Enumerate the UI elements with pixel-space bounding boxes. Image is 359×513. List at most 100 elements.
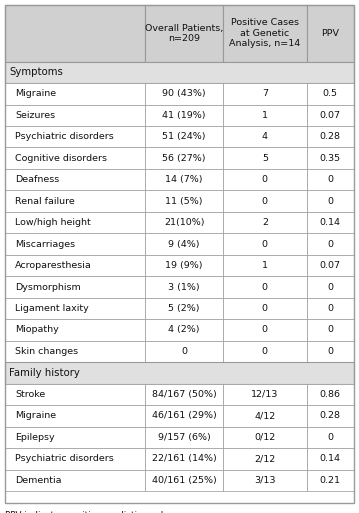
Bar [307, 469, 354, 491]
Text: PPV indicates positive predictive value.: PPV indicates positive predictive value. [5, 510, 177, 513]
Bar [307, 341, 354, 362]
Text: Overall Patients,
n=209: Overall Patients, n=209 [145, 24, 223, 43]
Text: 1: 1 [262, 111, 268, 120]
Bar [5, 469, 145, 491]
Text: Psychiatric disorders: Psychiatric disorders [15, 455, 114, 463]
Bar [5, 233, 145, 255]
Text: 0: 0 [327, 283, 333, 291]
Bar [223, 233, 307, 255]
Bar [5, 190, 145, 212]
Text: Deafness: Deafness [15, 175, 59, 184]
Text: 90 (43%): 90 (43%) [162, 89, 206, 98]
Bar [145, 147, 223, 169]
Text: 0.21: 0.21 [320, 476, 341, 485]
Bar [5, 147, 145, 169]
Text: 0: 0 [262, 196, 268, 206]
Text: PPV: PPV [321, 29, 339, 38]
Bar [223, 83, 307, 105]
Text: 9/157 (6%): 9/157 (6%) [158, 433, 211, 442]
Text: Dysmorphism: Dysmorphism [15, 283, 81, 291]
Bar [145, 169, 223, 190]
Bar [145, 341, 223, 362]
Bar [145, 5, 223, 62]
Text: Dementia: Dementia [15, 476, 61, 485]
Bar [223, 212, 307, 233]
Bar [223, 147, 307, 169]
Bar [5, 341, 145, 362]
Bar [145, 469, 223, 491]
Bar [145, 190, 223, 212]
Text: 0: 0 [181, 347, 187, 356]
Text: 4 (2%): 4 (2%) [168, 325, 200, 334]
Bar [223, 190, 307, 212]
Bar [307, 190, 354, 212]
Text: 0.14: 0.14 [320, 218, 341, 227]
Bar [5, 362, 354, 384]
Bar [145, 384, 223, 405]
Bar [223, 5, 307, 62]
Text: 0.07: 0.07 [320, 111, 341, 120]
Bar [307, 212, 354, 233]
Text: 12/13: 12/13 [251, 390, 279, 399]
Text: 2/12: 2/12 [254, 455, 275, 463]
Text: 0.28: 0.28 [320, 132, 341, 141]
Text: 21(10%): 21(10%) [164, 218, 205, 227]
Text: 5: 5 [262, 154, 268, 163]
Bar [5, 448, 145, 469]
Bar [223, 319, 307, 341]
Bar [5, 319, 145, 341]
Text: 9 (4%): 9 (4%) [168, 240, 200, 249]
Text: 22/161 (14%): 22/161 (14%) [152, 455, 216, 463]
Bar [223, 255, 307, 277]
Text: 0: 0 [327, 347, 333, 356]
Bar [307, 255, 354, 277]
Text: Migraine: Migraine [15, 89, 56, 98]
Text: 5 (2%): 5 (2%) [168, 304, 200, 313]
Bar [5, 277, 145, 298]
Bar [5, 126, 145, 147]
Text: 0: 0 [327, 175, 333, 184]
Text: Acroparesthesia: Acroparesthesia [15, 261, 92, 270]
Text: 84/167 (50%): 84/167 (50%) [152, 390, 216, 399]
Text: Renal failure: Renal failure [15, 196, 75, 206]
Bar [5, 212, 145, 233]
Bar [223, 405, 307, 427]
Text: Ligament laxity: Ligament laxity [15, 304, 89, 313]
Text: 0: 0 [327, 433, 333, 442]
Text: 7: 7 [262, 89, 268, 98]
Text: 0: 0 [262, 283, 268, 291]
Bar [145, 427, 223, 448]
Text: Miscarriages: Miscarriages [15, 240, 75, 249]
Bar [307, 448, 354, 469]
Bar [145, 212, 223, 233]
Text: Epilepsy: Epilepsy [15, 433, 55, 442]
Bar [223, 169, 307, 190]
Bar [307, 427, 354, 448]
Bar [5, 5, 145, 62]
Text: Symptoms: Symptoms [9, 67, 63, 77]
Bar [145, 126, 223, 147]
Text: 0.86: 0.86 [320, 390, 341, 399]
Text: 0: 0 [327, 240, 333, 249]
Bar [223, 105, 307, 126]
Text: 0: 0 [262, 175, 268, 184]
Text: Positive Cases
at Genetic
Analysis, n=14: Positive Cases at Genetic Analysis, n=14 [229, 18, 300, 48]
Text: 14 (7%): 14 (7%) [165, 175, 203, 184]
Bar [5, 105, 145, 126]
Text: 0.14: 0.14 [320, 455, 341, 463]
Bar [145, 233, 223, 255]
Bar [223, 126, 307, 147]
Bar [307, 126, 354, 147]
Text: 2: 2 [262, 218, 268, 227]
Text: 0: 0 [327, 304, 333, 313]
Bar [5, 169, 145, 190]
Bar [307, 384, 354, 405]
Bar [5, 405, 145, 427]
Text: 4/12: 4/12 [254, 411, 275, 420]
Bar [5, 427, 145, 448]
Text: Stroke: Stroke [15, 390, 45, 399]
Bar [5, 62, 354, 83]
Text: 0: 0 [262, 347, 268, 356]
Bar [145, 405, 223, 427]
Bar [5, 298, 145, 319]
